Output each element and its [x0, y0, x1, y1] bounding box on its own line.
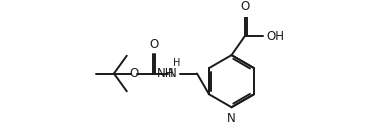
- Text: OH: OH: [266, 30, 284, 43]
- Text: O: O: [129, 67, 138, 80]
- Text: O: O: [240, 0, 250, 13]
- Text: O: O: [149, 38, 159, 51]
- Text: N: N: [168, 67, 176, 80]
- Text: NH: NH: [157, 67, 174, 80]
- Text: N: N: [227, 112, 236, 125]
- Text: H: H: [173, 58, 180, 68]
